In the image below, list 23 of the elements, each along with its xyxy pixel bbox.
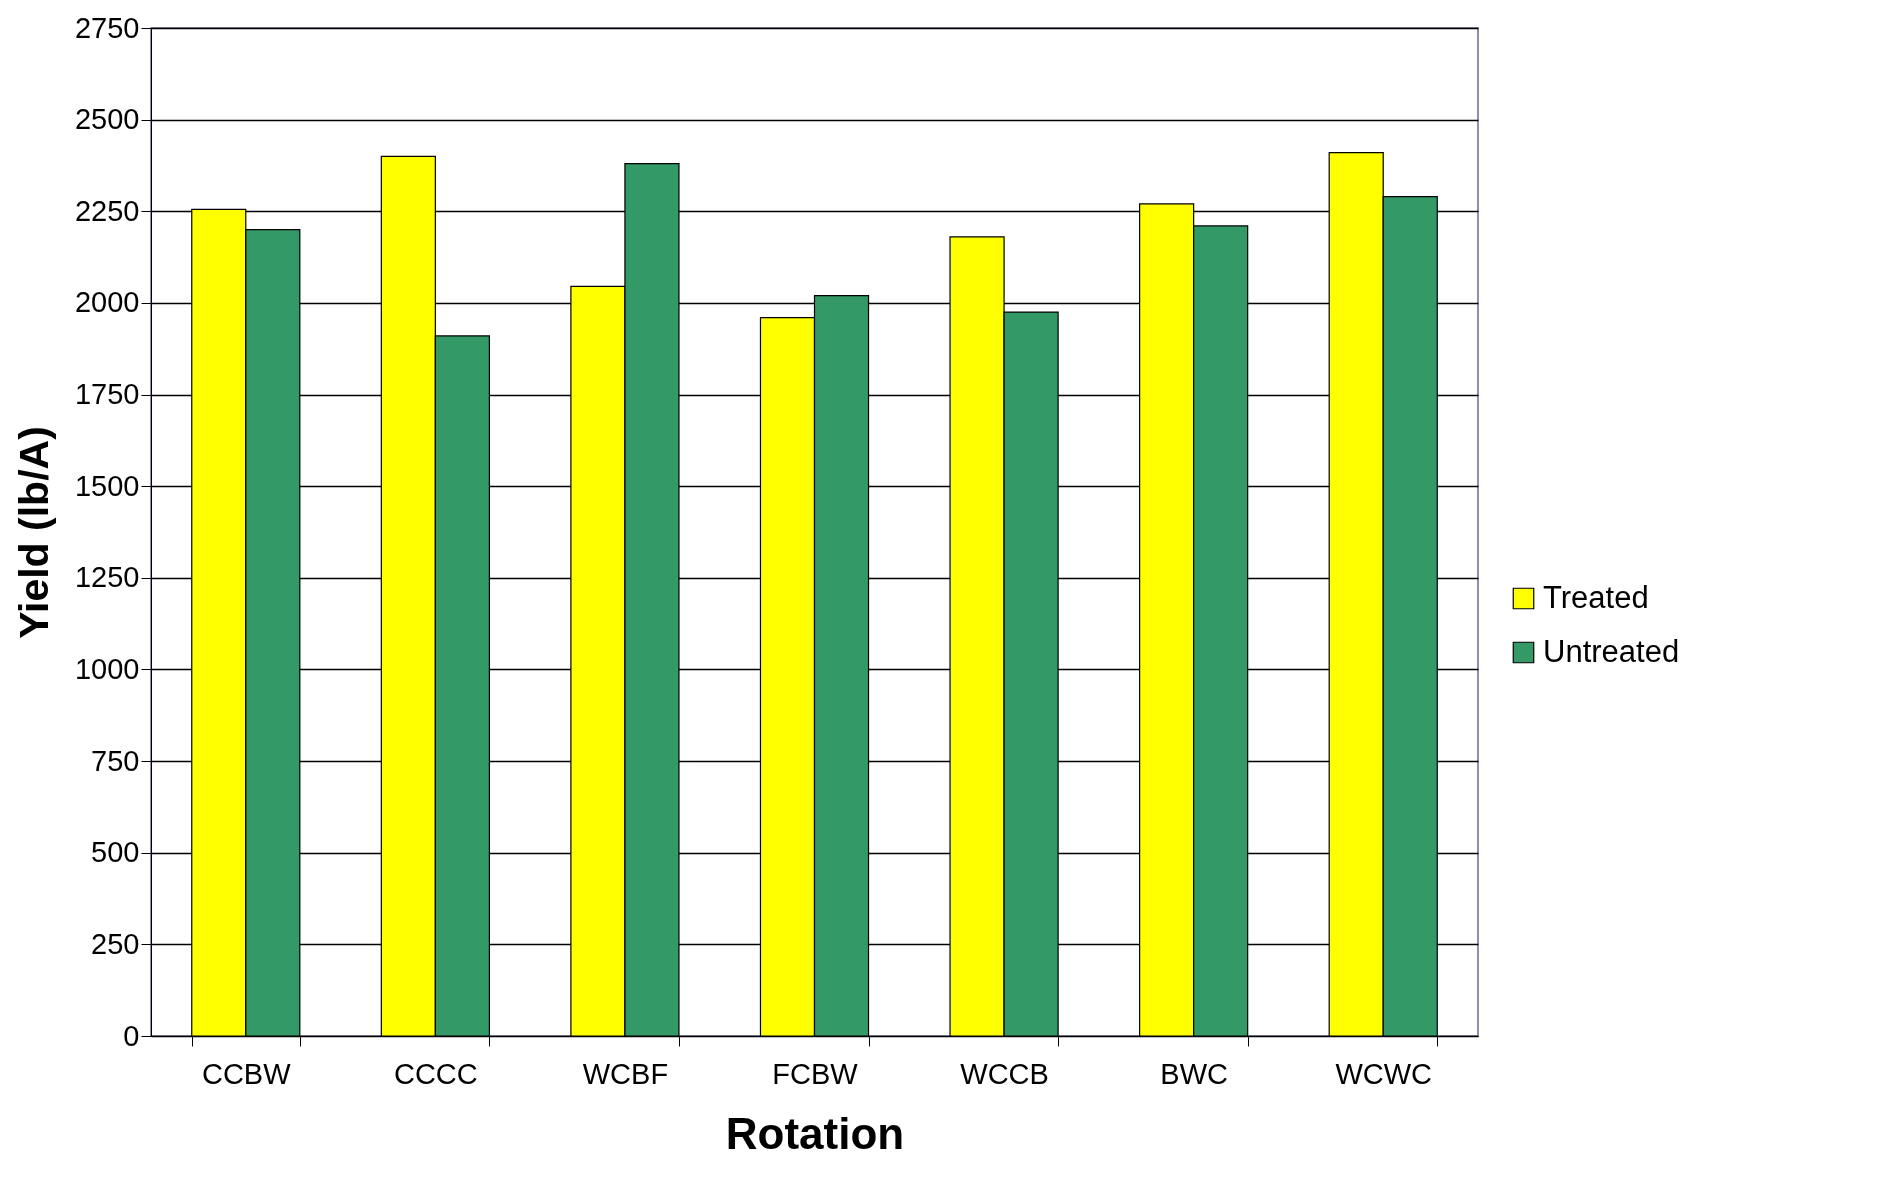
x-tick-label: BWC — [1160, 1057, 1228, 1090]
x-axis-title: Rotation — [725, 1108, 905, 1158]
y-tick-label: 0 — [123, 1019, 140, 1052]
y-tick-label: 1500 — [74, 469, 140, 502]
x-tick-label: CCCC — [393, 1057, 478, 1090]
y-tick-label: 1000 — [74, 652, 140, 685]
x-tick-label: CCBW — [201, 1057, 292, 1090]
y-tick-label: 1750 — [74, 378, 140, 411]
y-tick-label: 2500 — [74, 103, 140, 136]
legend-label: Treated — [1543, 579, 1649, 615]
x-tick-label: FCBW — [772, 1057, 859, 1090]
y-axis-title: Yield (lb/A) — [10, 426, 57, 639]
x-tick-label: WCCB — [960, 1057, 1049, 1090]
y-tick-label: 2250 — [74, 194, 140, 227]
y-tick-label: 2000 — [74, 286, 140, 319]
y-tick-label: 2750 — [74, 11, 140, 44]
x-tick-label: WCBF — [582, 1057, 669, 1090]
x-tick-label: WCWC — [1335, 1057, 1433, 1090]
y-tick-label: 500 — [91, 836, 140, 869]
legend-label: Untreated — [1543, 633, 1680, 669]
y-tick-label: 1250 — [74, 561, 140, 594]
y-tick-label: 250 — [91, 927, 140, 960]
y-tick-label: 750 — [91, 744, 140, 777]
